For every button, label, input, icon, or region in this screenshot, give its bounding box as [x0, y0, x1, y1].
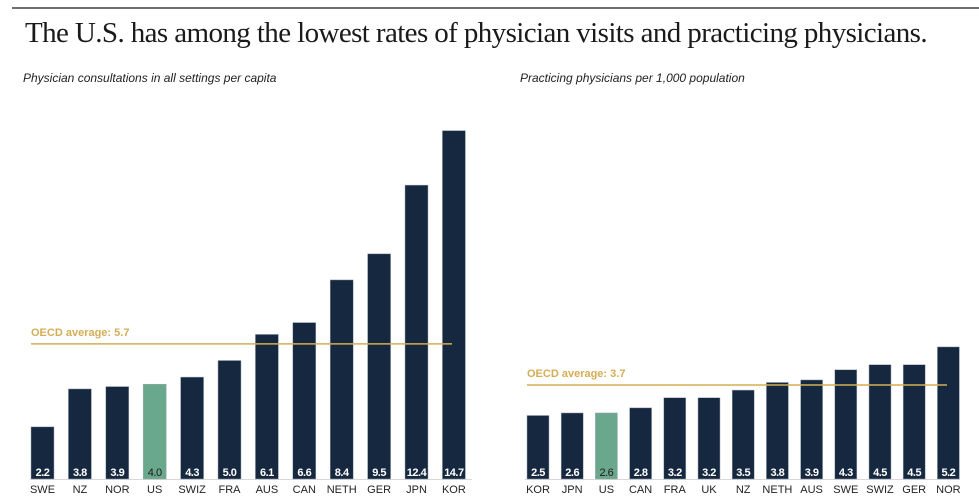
- x-tick-label: UK: [701, 484, 717, 496]
- x-tick-label: AUS: [256, 484, 279, 496]
- x-tick-label: CAN: [293, 484, 316, 496]
- data-label: 6.1: [260, 467, 274, 479]
- bar-swiz: [868, 364, 892, 480]
- bar-us: [142, 383, 167, 480]
- x-tick-label: SWE: [833, 484, 858, 496]
- bar-fra: [663, 397, 687, 480]
- data-label: 14.7: [444, 467, 464, 479]
- data-label: 3.8: [73, 467, 87, 479]
- bar-can: [629, 407, 652, 480]
- bar-nor: [105, 386, 130, 480]
- bar-neth: [329, 279, 354, 480]
- x-tick-label: NETH: [327, 484, 357, 496]
- x-tick-label: GER: [367, 484, 391, 496]
- bar-kor: [526, 415, 550, 480]
- x-tick-label: KOR: [442, 484, 466, 496]
- x-tick-label: NOR: [105, 484, 130, 496]
- data-label: 2.6: [600, 467, 614, 479]
- data-label: 3.8: [771, 467, 785, 479]
- x-tick-label: SWIZ: [866, 484, 894, 496]
- data-label: 3.9: [110, 467, 124, 479]
- x-tick-label: AUS: [800, 484, 823, 496]
- page-title: The U.S. has among the lowest rates of p…: [25, 17, 928, 49]
- data-label: 2.8: [634, 467, 648, 479]
- bar-can: [292, 322, 317, 480]
- data-label: 4.5: [873, 467, 887, 479]
- bar-ger: [902, 364, 926, 480]
- left-chart-subtitle: Physician consultations in all settings …: [23, 71, 277, 85]
- x-tick-label: NOR: [936, 484, 961, 496]
- x-tick-label: NETH: [762, 484, 792, 496]
- data-label: 3.2: [702, 467, 716, 479]
- bar-nor: [937, 346, 960, 480]
- data-label: 3.2: [668, 467, 682, 479]
- bar-nz: [731, 389, 755, 480]
- data-label: 3.9: [805, 467, 819, 479]
- bar-uk: [697, 397, 721, 480]
- x-tick-label: FRA: [664, 484, 687, 496]
- bar-ger: [367, 253, 391, 480]
- x-tick-label: NZ: [736, 484, 751, 496]
- x-tick-label: US: [147, 484, 162, 496]
- x-tick-label: NZ: [73, 484, 88, 496]
- data-label: 4.3: [185, 467, 199, 479]
- data-label: 2.6: [565, 467, 579, 479]
- data-label: 2.2: [36, 467, 50, 479]
- bar-swe: [834, 369, 858, 480]
- data-label: 5.0: [223, 467, 237, 479]
- bar-us: [595, 412, 618, 480]
- data-label: 4.3: [839, 467, 853, 479]
- bar-jpn: [404, 184, 429, 480]
- bar-fra: [217, 360, 242, 480]
- x-tick-label: SWE: [30, 484, 55, 496]
- x-tick-label: GER: [902, 484, 926, 496]
- data-label: 5.2: [942, 467, 956, 479]
- bar-jpn: [560, 412, 584, 480]
- right-chart-subtitle: Practicing physicians per 1,000 populati…: [520, 71, 745, 85]
- top-rule: [12, 7, 979, 9]
- oecd-average-label: OECD average: 5.7: [31, 327, 129, 339]
- bar-kor: [442, 130, 466, 480]
- bar-nz: [68, 388, 92, 480]
- data-label: 9.5: [372, 467, 386, 479]
- x-tick-label: JPN: [406, 484, 427, 496]
- data-label: 12.4: [407, 467, 428, 479]
- bar-neth: [766, 382, 789, 480]
- x-tick-label: KOR: [526, 484, 550, 496]
- oecd-average-label: OECD average: 3.7: [527, 368, 625, 380]
- bar-swe: [30, 426, 55, 480]
- x-tick-label: JPN: [562, 484, 583, 496]
- x-tick-label: US: [599, 484, 614, 496]
- data-label: 4.5: [907, 467, 921, 479]
- data-label: 2.5: [531, 467, 545, 479]
- bar-aus: [255, 334, 279, 480]
- x-tick-label: FRA: [219, 484, 242, 496]
- bar-aus: [800, 379, 823, 480]
- data-label: 3.5: [736, 467, 750, 479]
- x-tick-label: SWIZ: [178, 484, 206, 496]
- x-tick-label: CAN: [629, 484, 652, 496]
- data-label: 4.0: [148, 467, 162, 479]
- data-label: 6.6: [297, 467, 311, 479]
- bar-swiz: [180, 376, 204, 480]
- data-label: 8.4: [335, 467, 350, 479]
